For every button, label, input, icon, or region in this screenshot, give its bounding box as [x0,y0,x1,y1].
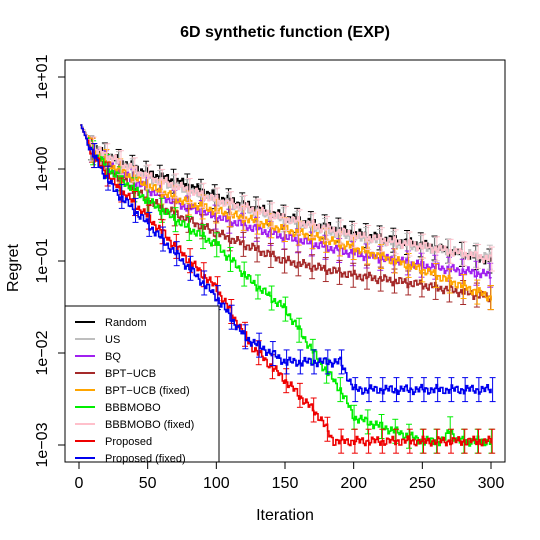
legend-label: Proposed (fixed) [105,453,186,465]
legend-label: US [105,334,120,346]
x-tick-label: 150 [272,475,299,492]
chart-title: 6D synthetic function (EXP) [180,24,390,41]
y-tick-label: 1e−01 [34,238,51,283]
x-axis-label: Iteration [256,507,314,524]
legend-box [64,305,220,463]
x-tick-label: 50 [139,475,157,492]
legend-item: Proposed [75,436,152,448]
legend-label: Random [105,317,147,329]
legend-item: BBBMOBO [75,402,161,414]
legend-item: US [75,334,120,346]
legend-label: BQ [105,351,121,363]
x-tick-label: 200 [340,475,367,492]
legend-label: Proposed [105,436,152,448]
series-line [80,124,492,279]
y-tick-label: 1e−03 [34,422,51,467]
y-tick-label: 1e−02 [34,330,51,375]
legend-item: Proposed (fixed) [75,453,186,465]
legend-label: BPT−UCB (fixed) [105,385,190,397]
legend-label: BBBMOBO [105,402,161,414]
series-layer [80,124,496,454]
x-tick-label: 100 [203,475,230,492]
legend-item: BBBMOBO (fixed) [75,419,194,431]
x-axis: 0 50 100 150 200 250 300 [75,462,505,492]
x-tick-label: 0 [75,475,84,492]
legend: Random US BQ BPT−UCB BPT−UCB (fixed) BBBMOBO B… [64,305,220,465]
series-proposed-fixed [80,124,496,403]
legend-label: BBBMOBO (fixed) [105,419,194,431]
y-tick-label: 1e+00 [34,146,51,191]
x-tick-label: 250 [409,475,436,492]
y-axis: 1e−03 1e−02 1e−01 1e+00 1e+01 [34,54,65,467]
legend-label: BPT−UCB [105,368,156,380]
legend-item: BPT−UCB (fixed) [75,385,190,397]
plot-area [64,59,506,463]
x-tick-label: 300 [478,475,505,492]
y-tick-label: 1e+01 [34,54,51,99]
series-bbbmobo-fixed [80,124,495,272]
y-axis-label: Regret [5,243,22,292]
legend-item: Random [75,317,147,329]
legend-item: BQ [75,351,121,363]
legend-item: BPT−UCB [75,368,156,380]
